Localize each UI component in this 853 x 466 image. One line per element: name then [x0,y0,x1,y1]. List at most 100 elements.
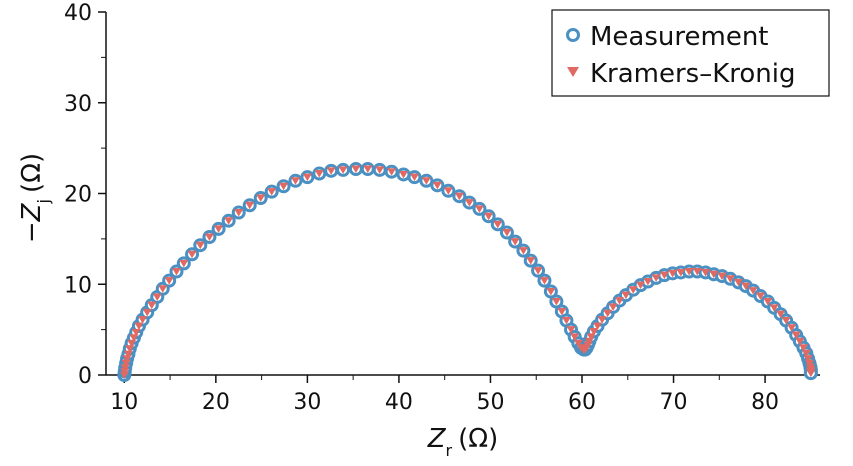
kramers-kronig-point [717,272,727,281]
kramers-kronig-point [643,278,653,286]
kramers-kronig-point [179,259,189,268]
kramers-kronig-point [803,355,813,363]
kramers-kronig-point [684,268,694,276]
kramers-kronig-point [142,308,152,317]
kramers-kronig-point [561,317,571,325]
kramers-kronig-point [399,170,408,179]
kramers-kronig-point [195,241,205,250]
kramers-kronig-point [769,304,779,312]
kramers-kronig-point [668,269,678,278]
kramers-kronig-point [125,345,135,353]
x-axis-title-main: Z [427,424,447,454]
kramers-kronig-point [121,359,131,368]
kramers-kronig-point [131,328,141,337]
legend-label-kramers-kronig: Kramers–Kronig [590,59,796,89]
y-axis-title: −Zj (Ω) [17,153,53,243]
kramers-kronig-point [152,293,162,301]
kramers-kronig-point [636,281,646,290]
kramers-kronig-point [776,310,786,319]
kramers-kronig-point [539,277,549,285]
legend-marker-measurement [566,28,580,42]
kramers-kronig-point [621,291,631,300]
kramers-kronig-point [701,268,711,277]
kramers-kronig-point [454,192,464,201]
plot-area: 10 20 30 40 50 60 70 80 0 10 20 30 40 [64,1,820,415]
legend-box [551,9,830,97]
y-axis-title-main: Z [17,202,47,222]
kramers-kronig-point [692,268,702,276]
series-kramers-kronig [119,165,816,379]
y-axis-title-sub: j [34,199,53,204]
kramers-kronig-point [204,233,214,242]
x-tick-label: 50 [476,390,504,415]
x-axis-title-unit: (Ω) [458,424,498,454]
legend: Measurement Kramers–Kronig [551,9,830,97]
kramers-kronig-point [314,170,324,178]
kramers-kronig-point [533,267,543,275]
kramers-kronig-point [510,238,520,246]
kramers-kronig-point [763,297,773,306]
kramers-kronig-point [134,322,144,330]
kramers-kronig-point [806,369,816,378]
kramers-kronig-point [734,278,744,287]
y-axis-title-prefix: − [17,221,47,243]
y-tick-label: 30 [64,92,92,117]
x-tick-label: 80 [751,390,779,415]
kramers-kronig-point [120,367,130,376]
kramers-kronig-point [474,205,484,213]
kramers-kronig-point [709,270,719,279]
legend-marker-kramers-kronig [567,67,579,77]
kramers-kronig-point [725,275,735,283]
y-tick-label: 40 [64,1,92,26]
series-layer [117,161,818,382]
kramers-kronig-point [659,271,669,280]
x-tick-label: 10 [110,390,138,415]
kramers-kronig-point [432,181,442,190]
kramers-kronig-point [234,209,244,217]
kramers-kronig-point [375,166,385,174]
kramers-kronig-point [676,268,686,277]
kramers-kronig-point [464,199,474,207]
kramers-kronig-point [158,285,168,293]
kramers-kronig-point [302,173,312,182]
kramers-kronig-point [119,371,129,379]
x-tick-label: 40 [385,390,413,415]
kramers-kronig-point [326,167,336,175]
kramers-kronig-point [628,286,638,294]
kramers-kronig-point [421,177,431,185]
kramers-kronig-point [781,317,791,325]
y-tick-label: 20 [64,183,92,208]
kramers-kronig-point [748,287,758,295]
kramers-kronig-point [502,229,512,237]
kramers-kronig-point [123,350,133,359]
y-ticks: 0 10 20 30 40 [64,1,106,389]
kramers-kronig-point [756,292,765,301]
y-tick-label: 10 [64,273,92,298]
kramers-kronig-point [214,225,224,233]
kramers-kronig-point [518,247,528,255]
x-tick-label: 70 [660,390,688,415]
kramers-kronig-point [801,349,811,358]
kramers-kronig-point [351,165,361,173]
kramers-kronig-point [484,212,494,221]
x-axis-title: Zr (Ω) [427,424,499,460]
x-axis-title-sub: r [446,441,453,460]
kramers-kronig-point [245,201,255,210]
kramers-kronig-point [791,331,801,340]
kramers-kronig-point [290,177,300,185]
kramers-kronig-point [409,173,419,182]
kramers-kronig-point [795,337,805,346]
kramers-kronig-point [593,322,603,330]
kramers-kronig-point [526,257,536,265]
kramers-kronig-point [586,333,596,341]
kramers-kronig-point [573,339,583,348]
kramers-kronig-point [224,217,234,225]
y-tick-label: 0 [78,364,92,389]
kramers-kronig-point [615,297,625,305]
kramers-kronig-point [147,301,157,310]
kramers-kronig-point [187,250,197,259]
kramers-kronig-point [551,297,561,306]
kramers-kronig-point [122,355,132,363]
kramers-kronig-point [443,187,453,195]
